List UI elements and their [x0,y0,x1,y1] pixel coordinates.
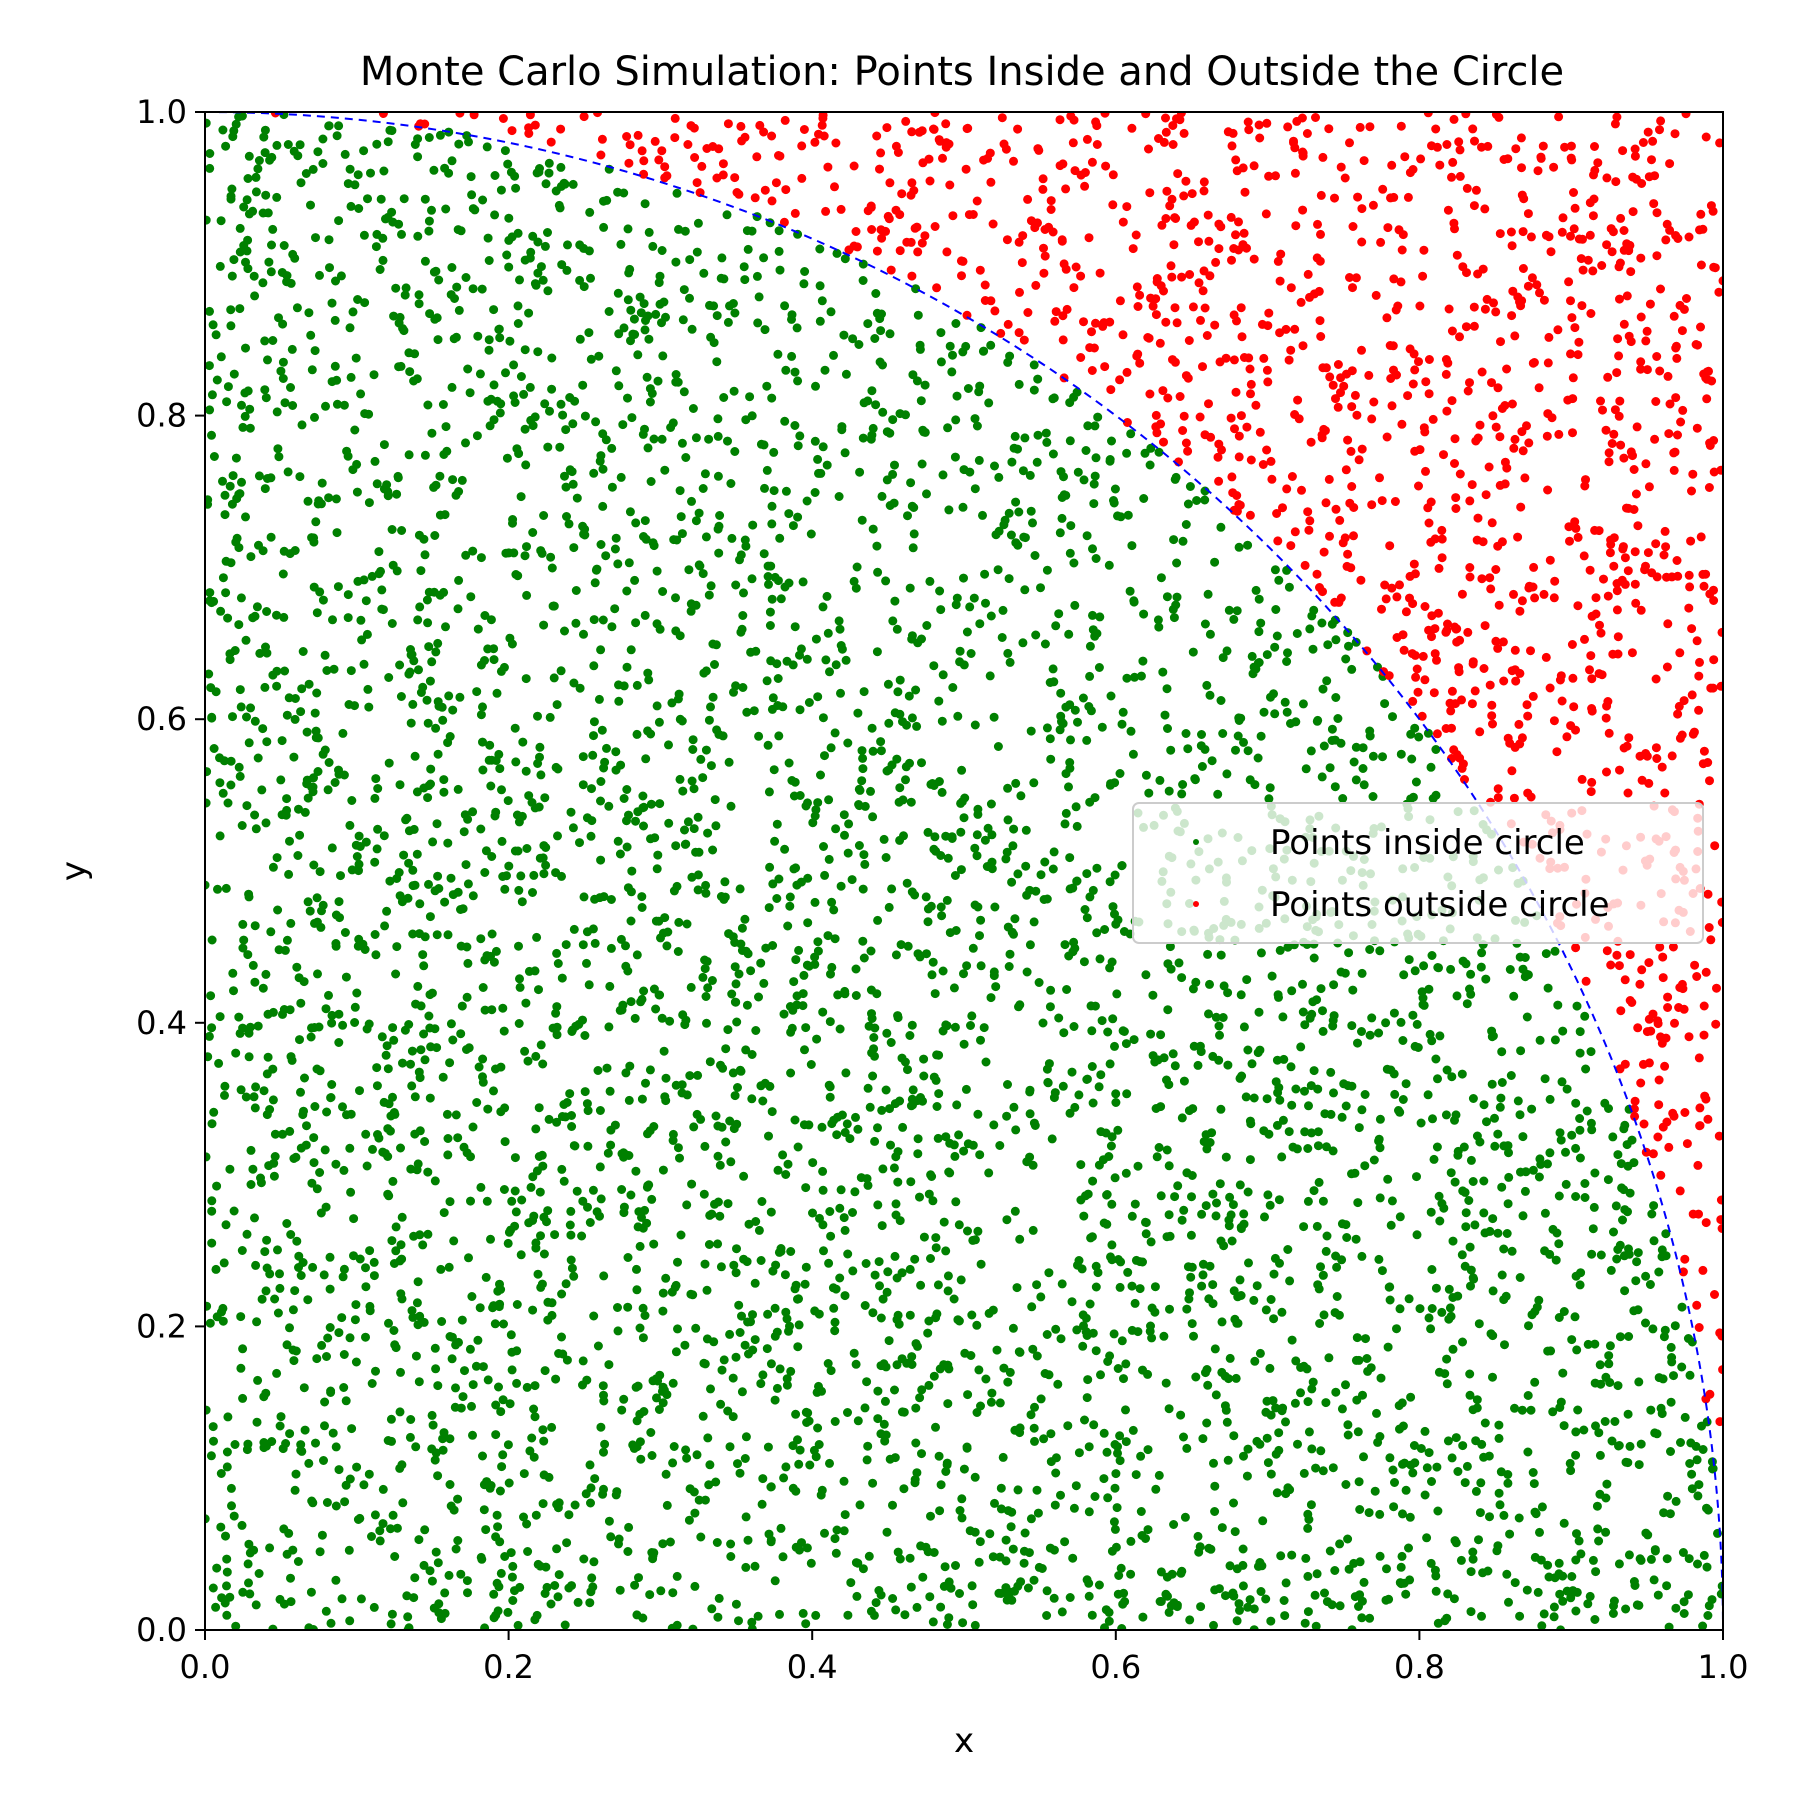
x-tick-label: 0.0 [180,1648,231,1686]
x-tick-label: 0.8 [1394,1648,1445,1686]
y-tick-label: 0.0 [136,1611,187,1649]
legend: Points inside circle Points outside circ… [1132,802,1704,944]
legend-box [1132,802,1704,944]
circle-boundary-arc [205,112,1723,1630]
y-tick-label: 0.8 [136,397,187,435]
scatter-point-outside [270,112,1723,1427]
y-tick-label: 0.4 [136,1004,187,1042]
legend-label-outside: Points outside circle [1270,885,1610,925]
y-axis: 0.0 0.2 0.4 0.6 0.8 1.0 [136,93,205,1649]
y-axis-label: y [54,861,94,881]
series-points-outside-circle [270,112,1723,1427]
y-tick-label: 0.2 [136,1307,187,1345]
legend-marker-outside [1193,901,1199,907]
legend-label-inside: Points inside circle [1270,823,1585,863]
legend-marker-inside [1193,839,1199,845]
y-tick-label: 0.6 [136,700,187,738]
plot-frame [204,111,1724,1631]
x-tick-label: 0.2 [483,1648,534,1686]
series-points-inside-circle [205,112,1723,1630]
scatter-point-inside [205,112,1723,1630]
x-tick-label: 0.6 [1090,1648,1141,1686]
x-tick-label: 1.0 [1698,1648,1749,1686]
y-tick-label: 1.0 [136,93,187,131]
x-tick-label: 0.4 [787,1648,838,1686]
x-axis: 0.0 0.2 0.4 0.6 0.8 1.0 [180,1630,1749,1686]
chart-title: Monte Carlo Simulation: Points Inside an… [360,49,1564,95]
x-axis-label: x [954,1721,974,1761]
